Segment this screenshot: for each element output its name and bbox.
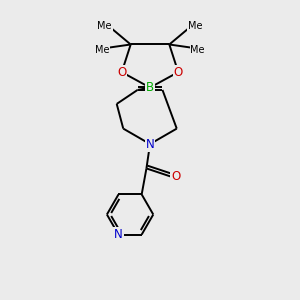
Text: Me: Me <box>97 21 112 31</box>
Text: O: O <box>171 170 181 183</box>
Text: B: B <box>146 81 154 94</box>
Text: O: O <box>117 66 126 79</box>
Text: Me: Me <box>188 21 203 31</box>
Text: O: O <box>174 66 183 79</box>
Text: Me: Me <box>95 45 110 55</box>
Text: Me: Me <box>190 45 205 55</box>
Text: N: N <box>114 228 123 241</box>
Text: N: N <box>146 138 154 151</box>
